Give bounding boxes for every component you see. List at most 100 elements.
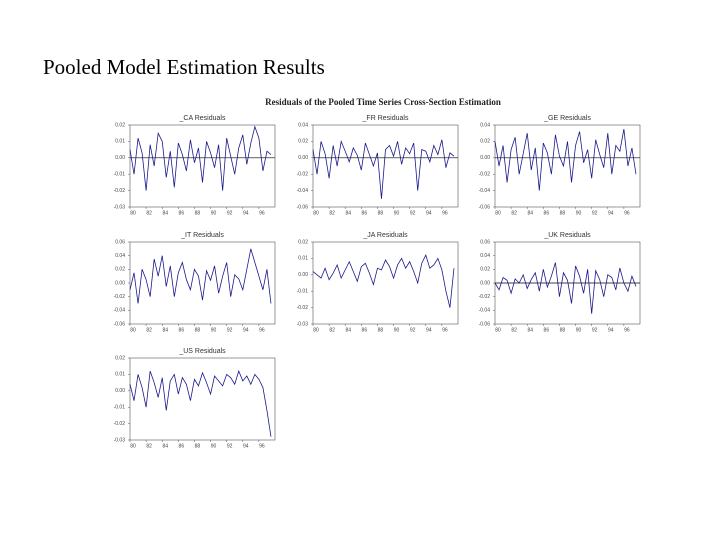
x-tick-label: 94 xyxy=(608,327,614,333)
y-tick-label: -0.03 xyxy=(114,204,126,210)
y-tick-label: 0.04 xyxy=(480,122,490,128)
y-tick-label: 0.02 xyxy=(298,139,308,145)
y-tick-label: 0.02 xyxy=(480,267,490,273)
y-tick-label: -0.04 xyxy=(297,188,309,194)
y-tick-label: -0.06 xyxy=(479,321,491,327)
x-tick-label: 88 xyxy=(195,443,201,449)
x-tick-label: 86 xyxy=(362,327,368,333)
y-tick-label: 0.02 xyxy=(115,122,125,128)
x-tick-label: 82 xyxy=(146,210,152,216)
residual-line xyxy=(312,254,455,308)
x-tick-label: 86 xyxy=(179,443,185,449)
x-tick-label: 84 xyxy=(162,443,168,449)
y-tick-label: -0.02 xyxy=(297,172,309,178)
x-tick-label: 80 xyxy=(313,210,319,216)
x-tick-label: 94 xyxy=(426,210,432,216)
y-tick-label: 0.01 xyxy=(298,256,308,262)
panel-title: _IT Residuals xyxy=(180,232,224,239)
plot-frame xyxy=(494,124,641,208)
residual-line xyxy=(494,129,637,191)
panel-title: _CA Residuals xyxy=(179,115,226,122)
residual-line xyxy=(129,248,272,304)
x-tick-label: 88 xyxy=(378,327,384,333)
x-tick-label: 84 xyxy=(162,327,168,333)
x-tick-label: 92 xyxy=(410,210,416,216)
x-tick-label: 92 xyxy=(592,327,598,333)
y-tick-label: 0.00 xyxy=(298,155,308,161)
panel-title: _UK Residuals xyxy=(543,232,591,239)
x-tick-label: 84 xyxy=(345,210,351,216)
x-tick-label: 86 xyxy=(544,210,550,216)
residual-line xyxy=(312,139,455,199)
panel-title: _GE Residuals xyxy=(543,115,591,122)
y-tick-label: 0.06 xyxy=(115,239,125,245)
x-tick-label: 94 xyxy=(608,210,614,216)
x-tick-label: 96 xyxy=(259,443,265,449)
x-tick-label: 82 xyxy=(329,327,335,333)
x-tick-label: 82 xyxy=(146,327,152,333)
plot-frame xyxy=(129,124,276,208)
x-tick-label: 94 xyxy=(426,327,432,333)
y-tick-label: 0.00 xyxy=(298,272,308,278)
figure-title: Residuals of the Pooled Time Series Cros… xyxy=(265,97,501,107)
plot-frame xyxy=(129,357,276,441)
y-tick-label: 0.06 xyxy=(480,239,490,245)
x-tick-label: 90 xyxy=(211,443,217,449)
y-tick-label: 0.00 xyxy=(115,388,125,394)
y-tick-label: 0.01 xyxy=(115,372,125,378)
x-tick-label: 82 xyxy=(329,210,335,216)
x-tick-label: 96 xyxy=(624,210,630,216)
slide-title: Pooled Model Estimation Results xyxy=(43,55,325,79)
y-tick-label: -0.02 xyxy=(479,172,491,178)
x-tick-label: 82 xyxy=(511,210,517,216)
plot-frame xyxy=(312,124,459,208)
residual-line xyxy=(129,125,272,191)
y-tick-label: 0.00 xyxy=(480,155,490,161)
x-tick-label: 92 xyxy=(227,443,233,449)
panel-title: _FR Residuals xyxy=(362,115,409,122)
y-tick-label: -0.04 xyxy=(479,188,491,194)
x-tick-label: 96 xyxy=(624,327,630,333)
x-tick-label: 84 xyxy=(345,327,351,333)
y-tick-label: -0.01 xyxy=(297,289,309,295)
x-tick-label: 94 xyxy=(243,443,249,449)
y-tick-label: -0.02 xyxy=(297,305,309,311)
x-tick-label: 84 xyxy=(162,210,168,216)
y-tick-label: 0.02 xyxy=(115,267,125,273)
x-tick-label: 94 xyxy=(243,210,249,216)
y-tick-label: 0.00 xyxy=(115,155,125,161)
x-tick-label: 90 xyxy=(211,210,217,216)
x-tick-label: 88 xyxy=(560,327,566,333)
x-tick-label: 88 xyxy=(378,210,384,216)
x-tick-label: 86 xyxy=(179,327,185,333)
y-tick-label: 0.04 xyxy=(480,253,490,259)
x-tick-label: 86 xyxy=(179,210,185,216)
y-tick-label: -0.02 xyxy=(114,294,126,300)
x-tick-label: 80 xyxy=(130,327,136,333)
x-tick-label: 86 xyxy=(544,327,550,333)
x-tick-label: 90 xyxy=(211,327,217,333)
x-tick-label: 80 xyxy=(130,443,136,449)
x-tick-label: 90 xyxy=(394,210,400,216)
y-tick-label: -0.02 xyxy=(114,421,126,427)
x-tick-label: 94 xyxy=(243,327,249,333)
x-tick-label: 86 xyxy=(362,210,368,216)
y-tick-label: -0.06 xyxy=(297,204,309,210)
y-tick-label: -0.04 xyxy=(114,308,126,314)
y-tick-label: -0.06 xyxy=(114,321,126,327)
x-tick-label: 96 xyxy=(259,327,265,333)
x-tick-label: 80 xyxy=(495,327,501,333)
panel-title: _JA Residuals xyxy=(362,232,408,239)
x-tick-label: 92 xyxy=(227,327,233,333)
y-tick-label: -0.01 xyxy=(114,172,126,178)
y-tick-label: 0.04 xyxy=(115,253,125,259)
x-tick-label: 92 xyxy=(592,210,598,216)
x-tick-label: 88 xyxy=(195,327,201,333)
x-tick-label: 88 xyxy=(195,210,201,216)
y-tick-label: -0.03 xyxy=(114,437,126,443)
x-tick-label: 96 xyxy=(442,210,448,216)
residual-line xyxy=(129,369,272,437)
x-tick-label: 90 xyxy=(394,327,400,333)
x-tick-label: 92 xyxy=(410,327,416,333)
